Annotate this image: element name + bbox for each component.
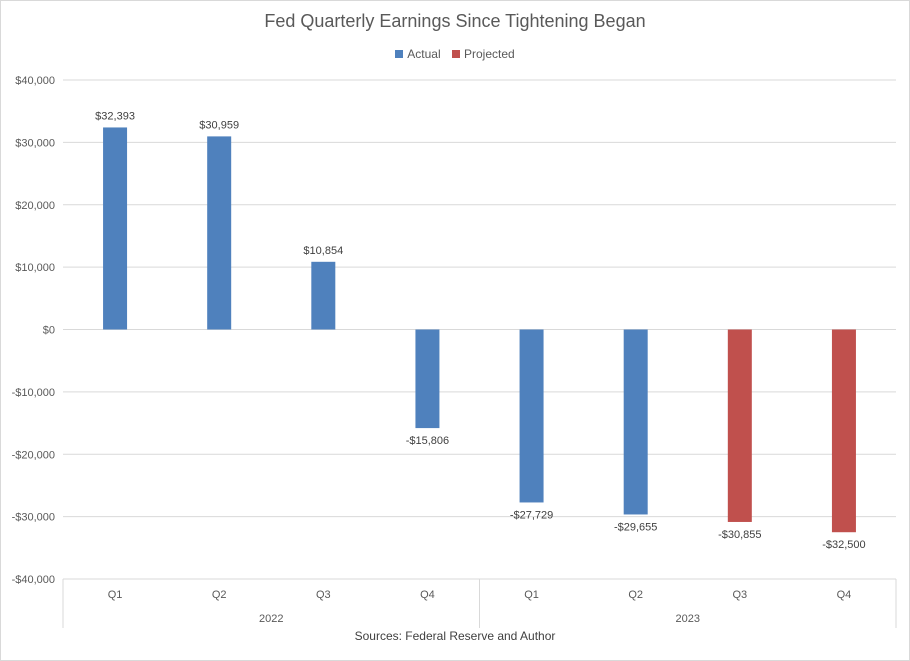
legend-swatch-actual xyxy=(395,50,404,58)
x-tick-label: Q2 xyxy=(628,589,643,601)
bar xyxy=(311,261,336,330)
bar xyxy=(519,329,544,503)
bar xyxy=(623,329,648,515)
legend-swatch-projected xyxy=(452,50,460,58)
bar xyxy=(103,127,128,330)
data-label: -$29,655 xyxy=(614,521,657,533)
x-tick-label: Q4 xyxy=(420,589,435,601)
y-tick-label: -$20,000 xyxy=(12,449,55,461)
bar xyxy=(207,136,232,330)
x-tick-label: Q4 xyxy=(837,589,852,601)
y-tick-label: $30,000 xyxy=(15,137,55,149)
y-tick-label: -$10,000 xyxy=(12,387,55,399)
y-tick-label: $40,000 xyxy=(15,75,55,87)
x-tick-label: Q3 xyxy=(732,589,747,601)
group-label: 2023 xyxy=(676,613,700,625)
data-label: $30,959 xyxy=(199,119,239,131)
legend-label-projected: Projected xyxy=(464,47,515,61)
y-tick-label: -$40,000 xyxy=(12,574,55,586)
data-label: -$27,729 xyxy=(510,509,553,521)
y-tick-label: -$30,000 xyxy=(12,512,55,524)
y-tick-label: $10,000 xyxy=(15,262,55,274)
legend-label-actual: Actual xyxy=(407,47,441,61)
bar xyxy=(831,329,856,533)
chart-title: Fed Quarterly Earnings Since Tightening … xyxy=(264,11,646,31)
data-label: -$15,806 xyxy=(406,435,449,447)
chart-legend: Actual Projected xyxy=(1,47,909,61)
bar xyxy=(415,329,440,429)
bar xyxy=(727,329,752,522)
chart-source: Sources: Federal Reserve and Author xyxy=(354,629,556,643)
y-tick-label: $20,000 xyxy=(15,200,55,212)
x-tick-label: Q3 xyxy=(316,589,331,601)
x-tick-label: Q1 xyxy=(108,589,123,601)
data-label: $10,854 xyxy=(303,245,343,257)
data-label: -$32,500 xyxy=(822,539,865,551)
data-label: $32,393 xyxy=(95,110,135,122)
y-tick-label: $0 xyxy=(43,325,55,337)
x-tick-label: Q1 xyxy=(524,589,539,601)
legend-item-actual: Actual xyxy=(395,47,441,61)
data-label: -$30,855 xyxy=(718,529,761,541)
group-label: 2022 xyxy=(259,613,283,625)
legend-item-projected: Projected xyxy=(452,47,515,61)
x-tick-label: Q2 xyxy=(212,589,227,601)
